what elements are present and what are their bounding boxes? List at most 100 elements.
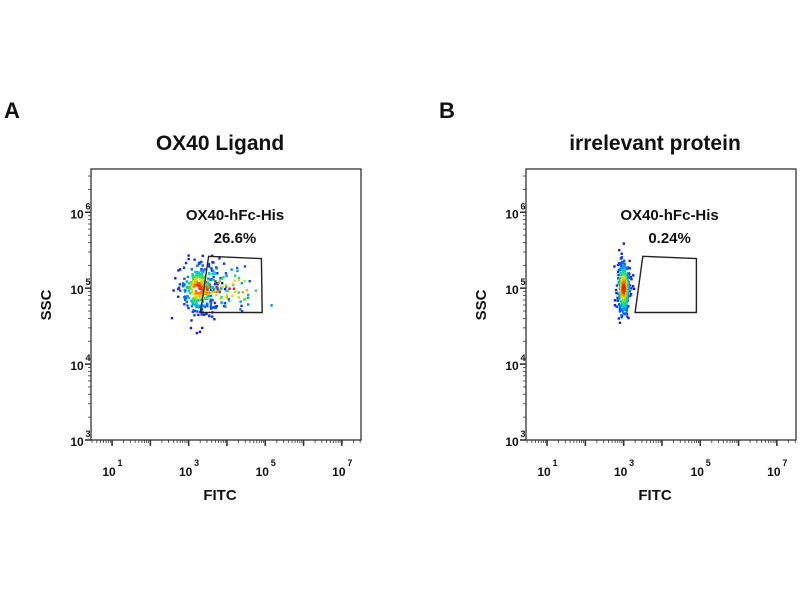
event-point xyxy=(194,282,197,286)
event-point xyxy=(626,289,629,293)
event-point xyxy=(220,281,224,285)
event-point xyxy=(194,280,197,283)
event-point xyxy=(197,299,200,302)
event-point xyxy=(190,299,193,302)
event-point xyxy=(627,296,630,299)
gate-percent: 0.24% xyxy=(648,230,691,247)
event-point xyxy=(222,276,225,279)
event-point xyxy=(205,290,208,294)
event-point xyxy=(616,270,620,274)
event-point xyxy=(211,260,214,264)
event-point xyxy=(205,302,209,305)
event-point xyxy=(618,296,621,300)
event-point xyxy=(225,290,228,293)
event-point xyxy=(231,294,234,298)
event-point xyxy=(199,275,203,279)
x-tick-label-exponent: 7 xyxy=(782,458,787,468)
event-point xyxy=(193,314,196,317)
event-point xyxy=(623,276,627,279)
y-tick-label: 10 xyxy=(505,435,519,449)
event-point xyxy=(615,291,618,295)
event-point xyxy=(224,283,228,287)
event-point xyxy=(219,286,223,289)
y-tick-label: 10 xyxy=(70,359,84,373)
event-point xyxy=(629,294,632,298)
event-point xyxy=(209,305,213,308)
event-point xyxy=(630,287,633,290)
event-point xyxy=(218,257,221,260)
event-point xyxy=(199,281,203,284)
event-point xyxy=(201,282,204,286)
event-point xyxy=(226,289,230,292)
x-axis-label: FITC xyxy=(203,487,236,504)
event-point xyxy=(201,285,205,288)
event-point xyxy=(221,285,225,288)
event-point xyxy=(186,304,189,307)
event-point xyxy=(190,291,194,294)
event-point xyxy=(622,283,625,287)
event-point xyxy=(621,299,625,302)
event-point xyxy=(619,308,622,312)
event-point xyxy=(220,277,224,280)
gate-name: OX40-hFc-His xyxy=(620,207,718,224)
event-point xyxy=(215,282,218,285)
event-point xyxy=(184,297,187,300)
event-point xyxy=(196,292,200,295)
event-point xyxy=(243,280,246,283)
event-point xyxy=(186,294,189,298)
y-tick-label-exponent: 5 xyxy=(85,277,90,287)
y-axis-label: SSC xyxy=(473,289,490,320)
event-point xyxy=(212,290,216,294)
event-point xyxy=(626,299,629,302)
event-point xyxy=(187,290,191,293)
chart-title: irrelevant protein xyxy=(569,132,741,155)
event-point xyxy=(197,294,201,298)
event-point xyxy=(183,298,187,301)
event-point xyxy=(626,306,629,309)
event-point xyxy=(197,273,200,277)
y-tick-label: 10 xyxy=(505,283,519,297)
event-point xyxy=(205,285,208,289)
event-point xyxy=(219,276,222,280)
event-point xyxy=(198,304,202,307)
event-point xyxy=(191,273,194,276)
y-axis-label: SSC xyxy=(38,289,55,320)
event-point xyxy=(195,300,198,303)
event-point xyxy=(206,288,209,291)
event-point xyxy=(201,270,205,274)
event-point xyxy=(623,262,627,266)
event-point xyxy=(209,298,213,301)
event-point xyxy=(214,289,217,292)
event-point xyxy=(194,295,198,299)
event-point xyxy=(622,264,625,268)
x-tick-label: 10 xyxy=(102,465,116,479)
event-point xyxy=(207,288,210,292)
event-point xyxy=(187,254,190,257)
event-point xyxy=(198,306,201,309)
event-point xyxy=(218,290,221,294)
event-point xyxy=(622,262,625,265)
event-point xyxy=(177,295,180,298)
event-point xyxy=(624,303,627,307)
event-point xyxy=(616,277,620,280)
event-point xyxy=(196,264,199,267)
event-point xyxy=(182,266,186,269)
event-point xyxy=(622,273,625,276)
event-point xyxy=(172,289,175,292)
event-point xyxy=(193,275,196,279)
event-point xyxy=(205,312,208,316)
y-tick-label-exponent: 4 xyxy=(520,353,525,363)
event-point xyxy=(240,310,244,313)
event-point xyxy=(200,267,203,271)
event-point xyxy=(204,292,207,295)
event-point xyxy=(613,303,617,307)
event-point xyxy=(237,296,240,299)
event-point xyxy=(618,248,621,252)
event-point xyxy=(626,315,629,319)
y-tick-label-exponent: 3 xyxy=(85,429,90,439)
event-point xyxy=(212,278,216,282)
event-point xyxy=(196,277,199,280)
event-point xyxy=(203,276,206,279)
event-point xyxy=(214,280,217,283)
gate-polygon xyxy=(634,255,698,314)
